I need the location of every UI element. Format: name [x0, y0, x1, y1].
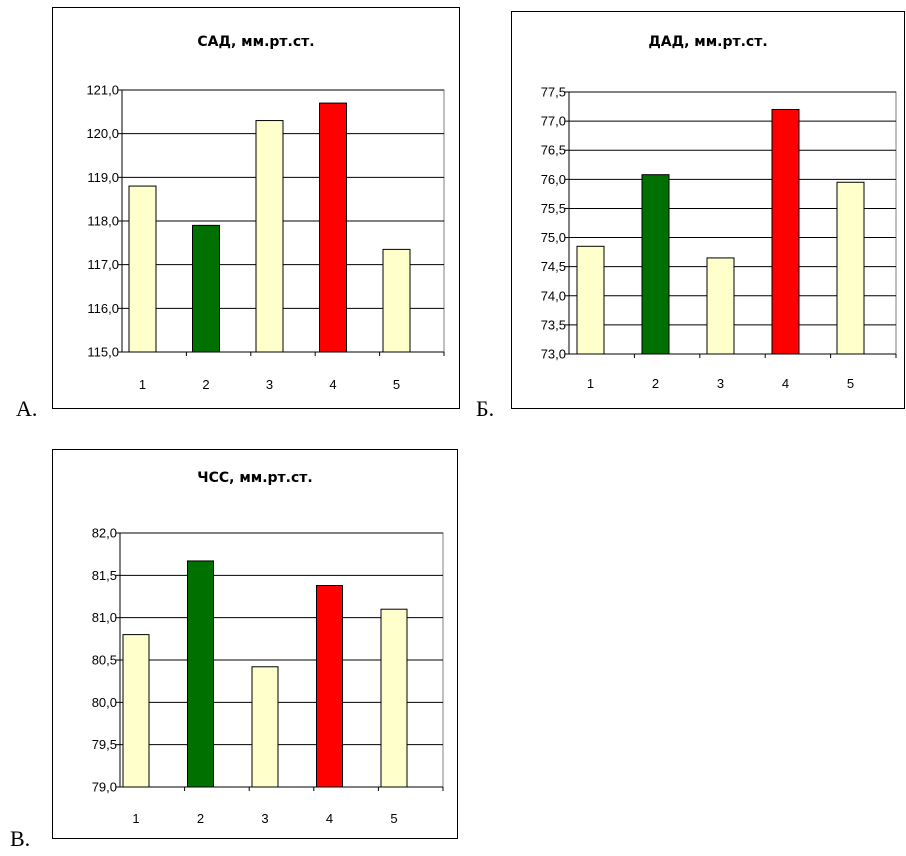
y-tick-label: 81,0 — [92, 610, 117, 625]
chart-panel-sad: САД, мм.рт.ст. 115,0 116,0 117,0 118,0 119,0… — [52, 7, 460, 409]
bar — [122, 634, 150, 788]
y-tick-label: 79,5 — [92, 737, 117, 752]
x-tick-label: 1 — [587, 376, 594, 391]
x-tick-label: 3 — [717, 376, 724, 391]
chart-panel-dad: ДАД, мм.рт.ст. 73,0 73,5 74,0 74,5 75,0 75,5 7… — [511, 11, 905, 409]
y-tick-label: 120,0 — [86, 126, 119, 141]
x-tick-label: 3 — [261, 811, 268, 826]
y-tick-label: 117,0 — [87, 257, 119, 272]
bar — [836, 181, 865, 355]
y-tick-label: 80,0 — [92, 695, 117, 710]
y-tick-label: 115,0 — [87, 345, 119, 360]
y-tick-label: 119,0 — [87, 170, 119, 185]
bar — [251, 666, 279, 788]
chart-svg-chss: 79,0 79,5 80,0 80,5 81,0 81,5 82,0 1 2 3 4 5 — [92, 526, 444, 826]
chart-svg-dad: 73,0 73,5 74,0 74,5 75,0 75,5 76,0 76,5 77,0 77,5… — [541, 85, 897, 391]
x-tick-label: 5 — [390, 811, 397, 826]
x-tick-label: 1 — [132, 811, 139, 826]
y-tick-label: 121,0 — [86, 83, 119, 98]
chart-panel-chss: ЧСС, мм.рт.ст. 79,0 79,5 80,0 80,5 81,0 81,5 8… — [52, 449, 458, 839]
bar — [187, 560, 214, 788]
bar — [706, 257, 735, 355]
bar — [319, 102, 347, 353]
bar — [128, 185, 157, 353]
y-tick-label: 77,5 — [541, 85, 566, 100]
bar — [576, 245, 605, 355]
chart-title: ДАД, мм.рт.ст. — [648, 34, 768, 50]
y-tick-label: 80,5 — [92, 653, 117, 668]
bar — [641, 174, 670, 355]
bar — [771, 108, 800, 355]
y-tick-label: 77,0 — [541, 114, 566, 129]
y-tick-label: 116,0 — [87, 301, 119, 316]
y-tick-label: 118,0 — [87, 214, 119, 229]
y-tick-label: 75,0 — [541, 230, 566, 245]
y-tick-label: 81,5 — [92, 568, 117, 583]
x-tick-label: 2 — [652, 376, 659, 391]
y-tick-label: 76,5 — [541, 143, 566, 158]
x-tick-label: 4 — [329, 377, 336, 392]
y-tick-label: 74,5 — [541, 259, 566, 274]
y-tick-label: 73,0 — [541, 347, 566, 362]
x-tick-label: 4 — [326, 811, 333, 826]
panel-label-a: А. — [16, 396, 38, 421]
x-tick-label: 3 — [266, 377, 273, 392]
bar — [192, 224, 220, 353]
x-tick-label: 2 — [202, 377, 209, 392]
x-tick-label: 5 — [393, 377, 400, 392]
x-tick-label: 5 — [847, 376, 854, 391]
bar — [380, 608, 408, 788]
chart-svg-sad: 115,0 116,0 117,0 118,0 119,0 120,0 121,0 1 2 3 4 5 — [86, 83, 445, 392]
y-tick-label: 74,0 — [541, 288, 566, 303]
panel-label-c: В. — [10, 826, 31, 851]
x-tick-label: 2 — [197, 811, 204, 826]
y-tick-label: 82,0 — [92, 526, 117, 541]
bar — [255, 120, 284, 353]
chart-title: ЧСС, мм.рт.ст. — [197, 470, 313, 486]
y-tick-label: 75,5 — [541, 201, 566, 216]
bar — [382, 248, 411, 353]
x-tick-label: 4 — [782, 376, 789, 391]
x-tick-label: 1 — [139, 377, 146, 392]
bar — [316, 584, 343, 788]
y-tick-label: 73,5 — [541, 317, 566, 332]
panel-label-b: Б. — [476, 396, 495, 421]
y-tick-label: 76,0 — [541, 172, 566, 187]
chart-title: САД, мм.рт.ст. — [197, 34, 315, 50]
y-tick-label: 79,0 — [92, 780, 117, 795]
